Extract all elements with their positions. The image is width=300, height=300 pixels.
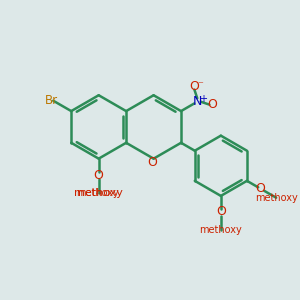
Text: N: N (193, 95, 202, 108)
Text: O: O (207, 98, 217, 111)
Text: O: O (147, 156, 157, 169)
Text: methoxy: methoxy (76, 188, 118, 198)
Text: O: O (94, 169, 103, 182)
Text: Br: Br (44, 94, 58, 106)
Text: O: O (190, 80, 199, 93)
Text: ⁻: ⁻ (197, 80, 203, 90)
Text: methoxy: methoxy (255, 193, 298, 203)
Text: methoxy: methoxy (200, 225, 242, 235)
Text: O: O (256, 182, 266, 195)
Text: methoxy: methoxy (96, 193, 102, 194)
Text: +: + (199, 94, 207, 104)
Text: O: O (216, 205, 226, 218)
Text: methoxy: methoxy (74, 188, 123, 198)
